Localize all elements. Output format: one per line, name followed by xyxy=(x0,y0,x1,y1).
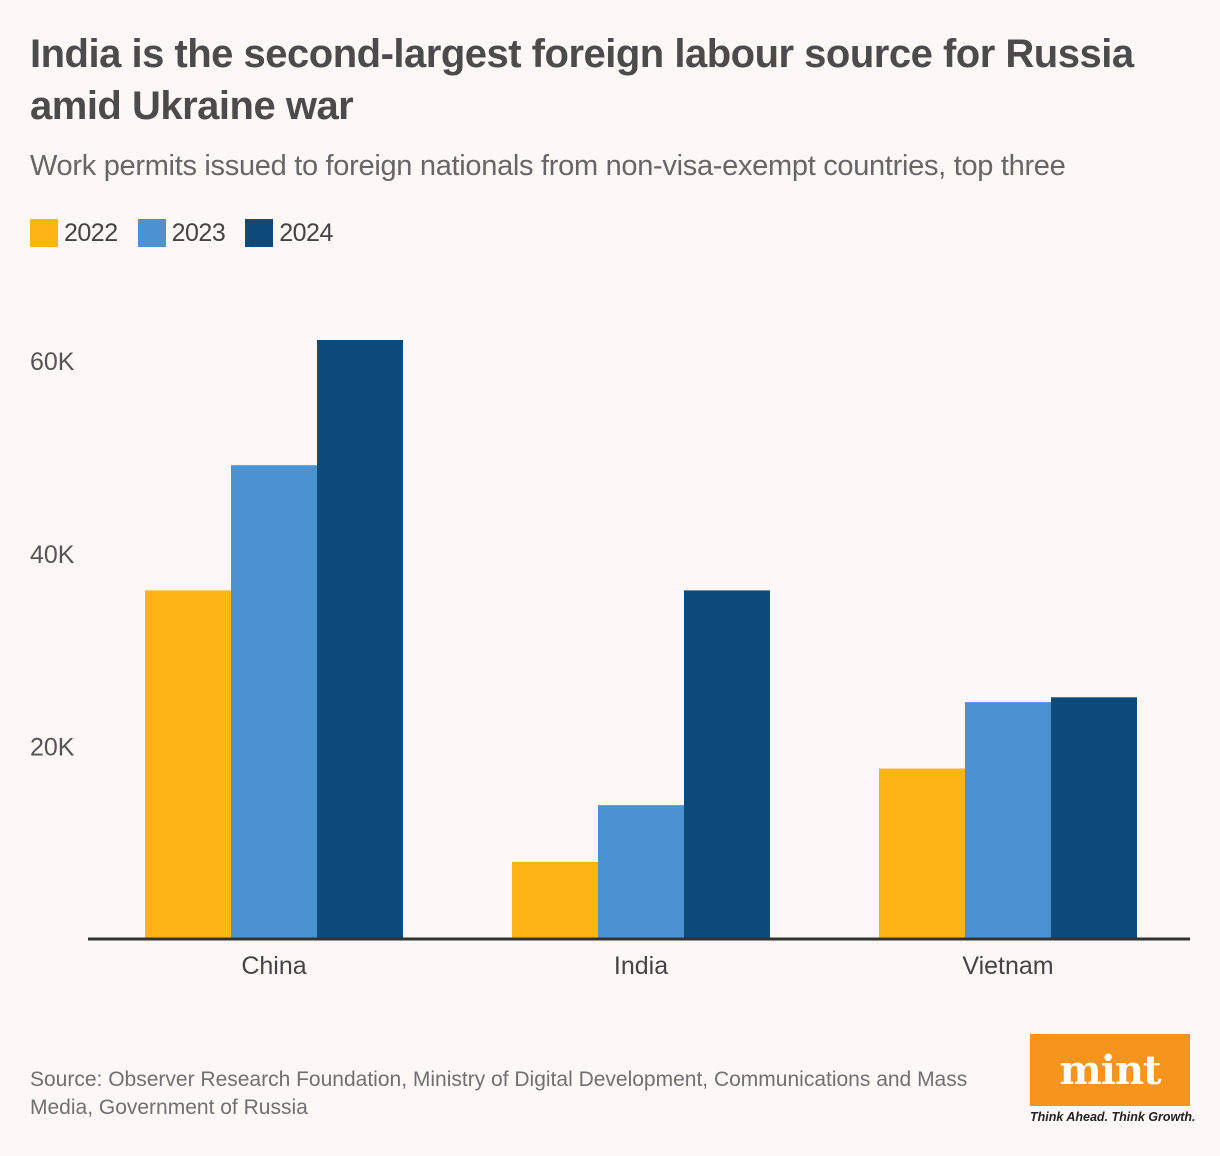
bar-china-2023 xyxy=(231,465,317,939)
mint-logo: mint xyxy=(1030,1034,1190,1106)
bar-china-2022 xyxy=(145,590,231,939)
bar-india-2024 xyxy=(684,590,770,939)
x-tick-label: India xyxy=(614,952,668,980)
x-tick-label: Vietnam xyxy=(962,952,1053,980)
bar-china-2024 xyxy=(317,340,403,939)
legend-item-2024: 2024 xyxy=(245,219,333,248)
bar-india-2022 xyxy=(512,861,598,939)
bar-chart: 20K 40K 60K China India Vietnam xyxy=(30,340,1190,980)
y-tick-label: 60K xyxy=(30,348,75,376)
legend: 2022 2023 2024 xyxy=(30,216,353,250)
logo-text: mint xyxy=(1059,1046,1161,1094)
legend-swatch-2022 xyxy=(30,219,58,247)
y-tick-label: 40K xyxy=(30,541,75,569)
chart-subtitle: Work permits issued to foreign nationals… xyxy=(30,150,1066,182)
legend-item-2022: 2022 xyxy=(30,219,118,248)
legend-item-2023: 2023 xyxy=(137,218,226,248)
legend-swatch-2023 xyxy=(137,219,166,247)
legend-label-2023: 2023 xyxy=(171,218,226,247)
legend-label-2024: 2024 xyxy=(279,218,333,247)
bar-vietnam-2022 xyxy=(879,768,965,939)
x-tick-label: China xyxy=(241,952,306,980)
bar-india-2023 xyxy=(598,805,684,939)
bar-vietnam-2023 xyxy=(965,702,1051,939)
logo-tagline: Think Ahead. Think Growth. xyxy=(1030,1110,1196,1124)
chart-title: India is the second-largest foreign labo… xyxy=(30,32,1134,128)
legend-label-2022: 2022 xyxy=(64,218,118,247)
y-tick-label: 20K xyxy=(30,733,75,761)
bar-vietnam-2024 xyxy=(1051,697,1137,939)
legend-swatch-2024 xyxy=(245,219,274,247)
source-note: Source: Observer Research Foundation, Mi… xyxy=(30,1068,968,1119)
